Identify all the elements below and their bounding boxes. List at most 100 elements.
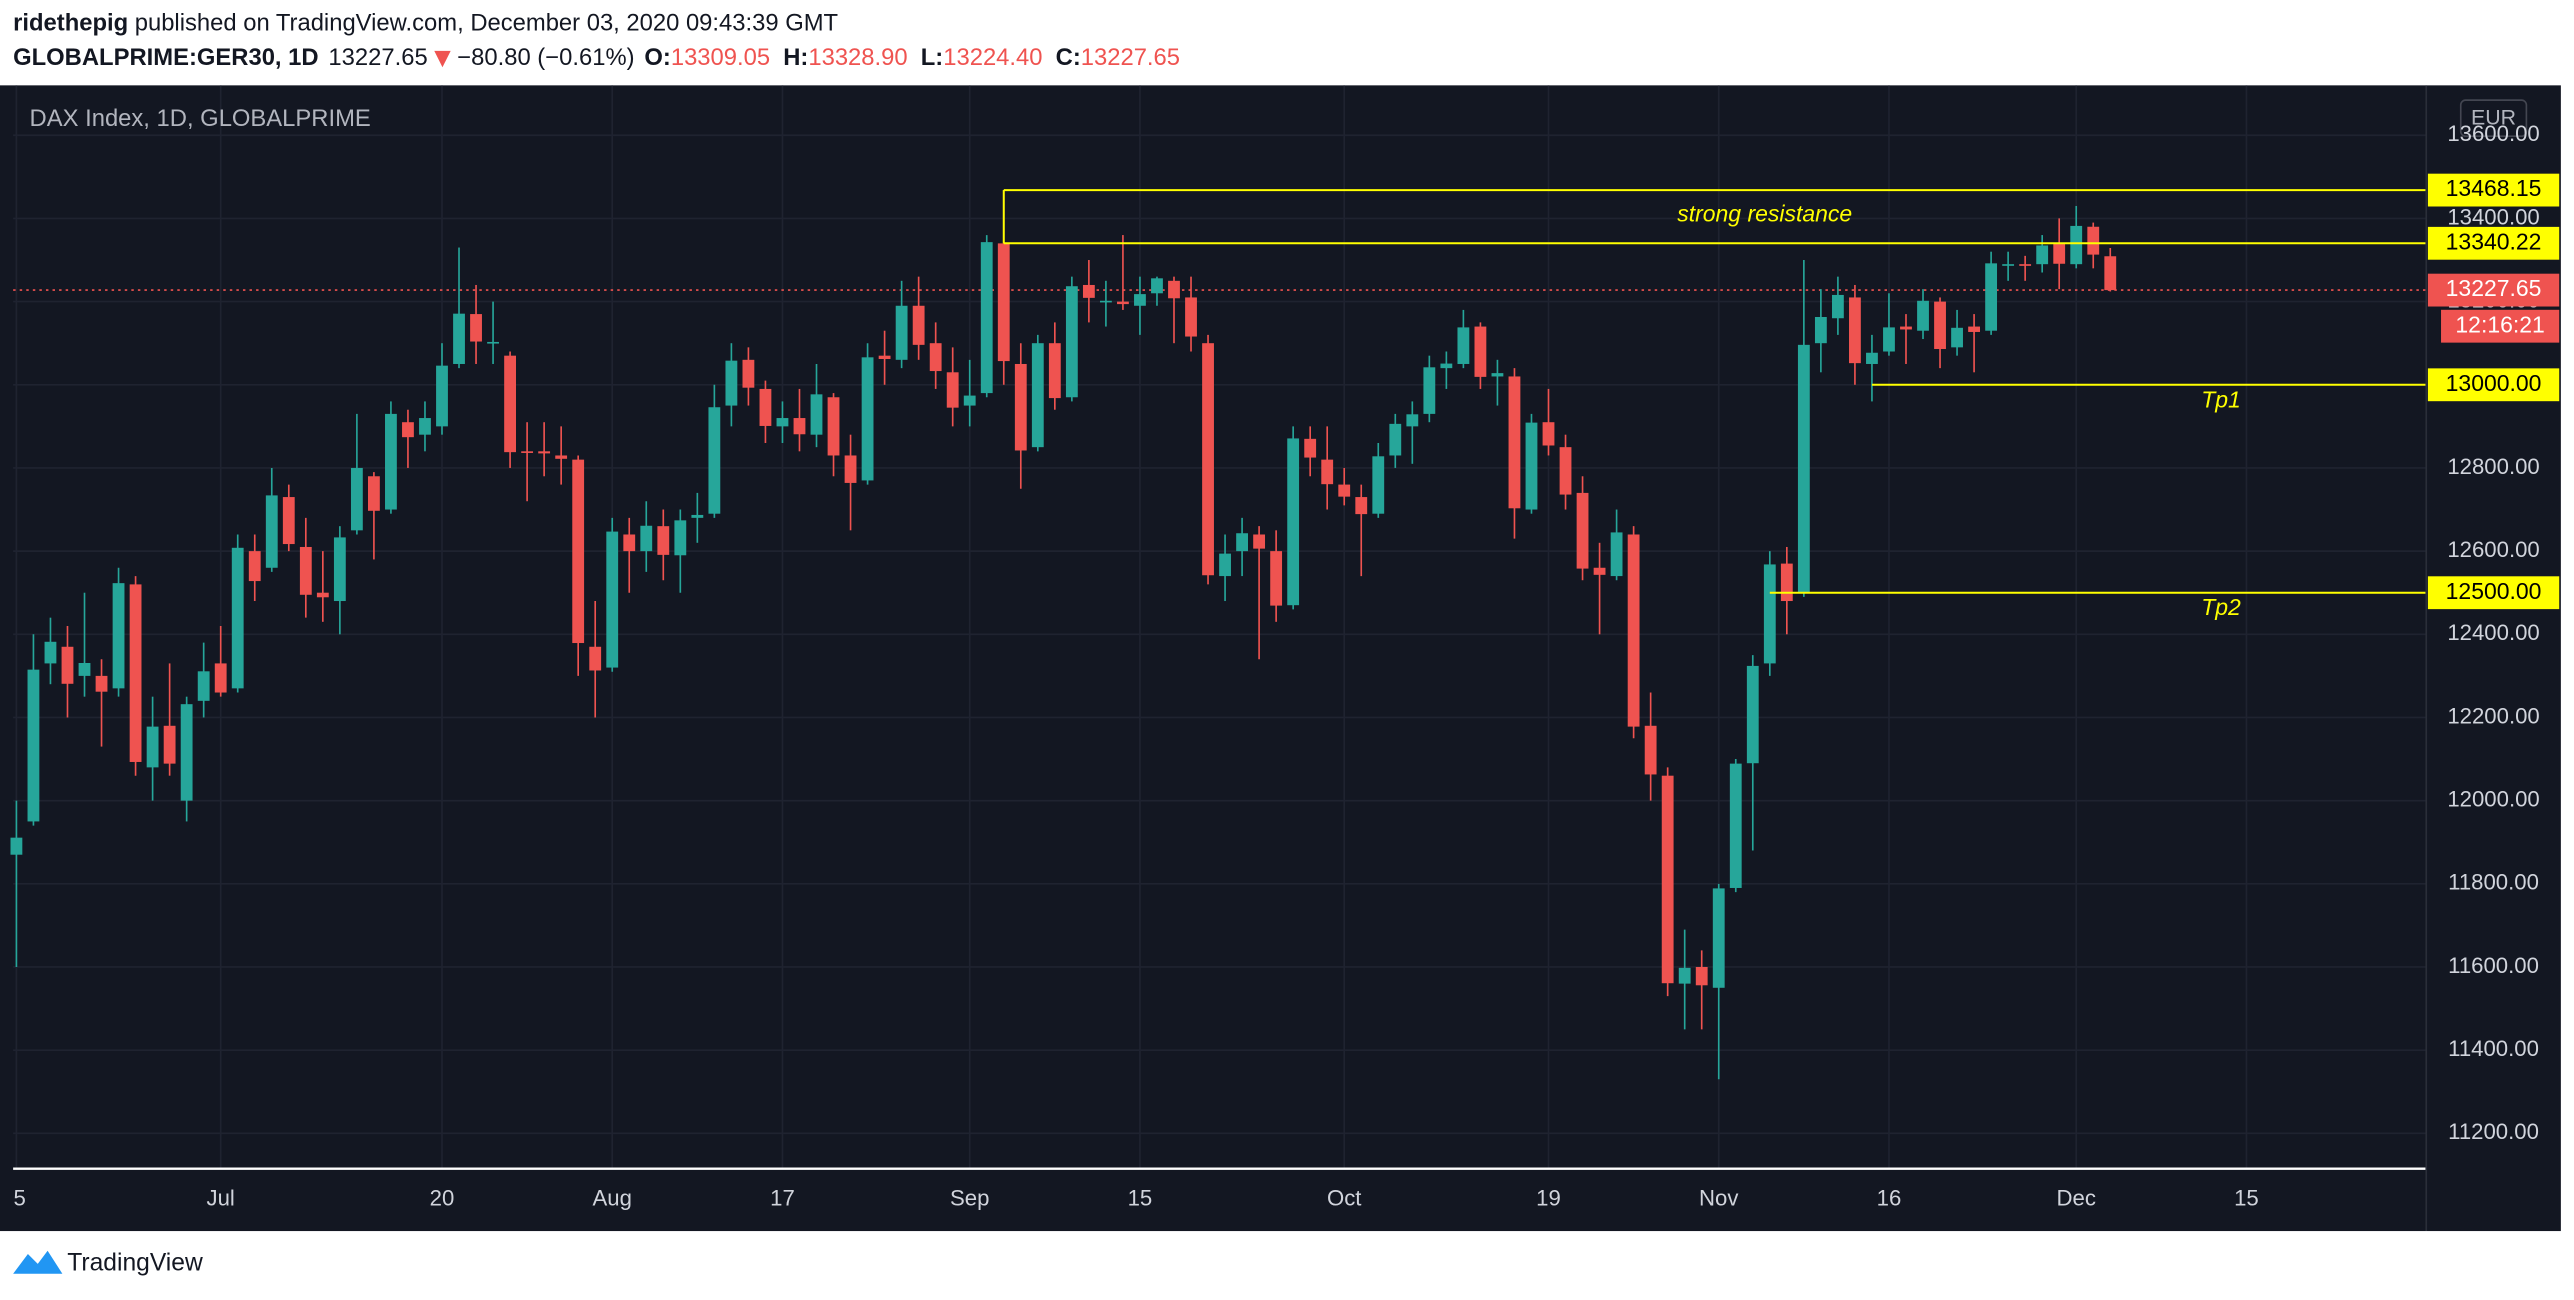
candle-body [2070, 225, 2083, 265]
candle-body [1968, 326, 1980, 332]
candle-body [810, 394, 823, 435]
currency: EUR [2471, 106, 2516, 130]
y-tick-label: 12400.00 [2447, 620, 2539, 645]
candle-body [1593, 567, 1606, 575]
symbol: GLOBALPRIME:GER30, 1D [13, 44, 318, 71]
x-tick-label: Aug [593, 1186, 632, 1211]
candle-body [299, 546, 312, 595]
candle-body [1814, 316, 1827, 344]
candle-body [95, 675, 108, 692]
candle-body [929, 343, 942, 372]
countdown-box [2441, 309, 2560, 343]
candle-body [1389, 423, 1402, 456]
level-price-box [2427, 368, 2560, 402]
candle-body [1236, 533, 1248, 552]
candle-body [980, 242, 993, 394]
candle-body [1985, 263, 1998, 331]
candle-body [1253, 534, 1266, 549]
candle-body [1712, 888, 1725, 988]
candle-body [1372, 456, 1385, 514]
candle-body [708, 407, 721, 514]
candle-body [1406, 414, 1419, 427]
x-tick-label: Sep [950, 1186, 989, 1211]
ohlc-label: O: [644, 44, 670, 71]
candle-body [1491, 373, 1504, 377]
candle-body [350, 467, 363, 531]
candle-body [1883, 327, 1895, 352]
candle-body [1304, 438, 1317, 458]
candle-body [453, 313, 465, 364]
candle-body [572, 459, 585, 644]
last-price-label: 13227.65 [2446, 275, 2542, 301]
candle-body [1082, 284, 1095, 298]
candle-body [367, 476, 380, 511]
logo-icon [13, 1250, 63, 1274]
candle-body [333, 537, 346, 602]
ohlc-label: L: [921, 44, 943, 71]
x-tick-label: Nov [1699, 1186, 1738, 1211]
last: 13227.65 [328, 44, 427, 71]
symbol-line: GLOBALPRIME:GER30, 1D 13227.65 −80.80 (−0.… [13, 44, 1180, 71]
candle-body [878, 355, 891, 359]
candle-body [146, 726, 159, 768]
candle-body [1457, 327, 1470, 364]
candle-body [895, 305, 908, 360]
publish-line: ridethepig published on TradingView.com, … [13, 10, 838, 37]
candle-body [1934, 301, 1946, 350]
currency-button[interactable] [2459, 99, 2528, 138]
level-price-box [2427, 576, 2560, 610]
ohlc-value: 13328.90 [808, 44, 907, 71]
candle-body [1031, 343, 1044, 448]
candle-body [1065, 286, 1078, 398]
candle-body [1338, 484, 1351, 497]
candle-body [248, 551, 261, 582]
x-tick-label: Oct [1327, 1186, 1361, 1211]
candle-body [504, 355, 516, 453]
chart-title: DAX Index, 1D, GLOBALPRIME [30, 105, 371, 132]
candle-body [402, 422, 414, 438]
candle-body [1951, 327, 1963, 348]
candle-body [419, 418, 431, 435]
candle-body [623, 534, 636, 552]
candle-body [129, 584, 142, 762]
candle-body [61, 646, 74, 684]
candle-body [2104, 256, 2117, 291]
candle-body [1780, 563, 1793, 602]
candle-body [589, 646, 602, 671]
candle-body [776, 418, 789, 427]
author: ridethepig [13, 10, 128, 37]
candle-body [1185, 297, 1197, 337]
published: published on TradingView.com, December 0… [135, 10, 838, 37]
candle-body [112, 583, 125, 689]
candle-body [1729, 763, 1742, 888]
candle-body [640, 525, 653, 552]
candle-body [1866, 352, 1878, 364]
x-tick-label: 16 [1877, 1186, 1902, 1211]
candle-body [1661, 775, 1674, 984]
candle-body [1678, 967, 1691, 984]
level-annotation: strong resistance [1677, 200, 1852, 226]
candle-body [674, 520, 687, 556]
level-annotation: Tp1 [2201, 386, 2241, 412]
level-price-box [2427, 226, 2560, 260]
countdown: 12:16:21 [2455, 311, 2544, 337]
candle-body [946, 372, 959, 408]
candle-body [231, 547, 244, 689]
candle-body [265, 495, 278, 568]
ohlc-value: 13309.05 [671, 44, 770, 71]
candle-body [1099, 300, 1112, 303]
candle-body [1610, 532, 1623, 577]
y-tick-label: 12800.00 [2447, 454, 2539, 479]
candle-body [1917, 300, 1929, 331]
y-tick-label: 13400.00 [2447, 204, 2539, 229]
candle-body [470, 314, 482, 342]
last-price-box [2427, 273, 2560, 307]
candle-body [197, 671, 210, 701]
candle-body [827, 397, 840, 456]
candle-body [1134, 294, 1146, 306]
candle-body [844, 455, 857, 483]
y-tick-label: 12200.00 [2447, 703, 2539, 728]
candle-body [27, 669, 40, 822]
candle-body [1831, 294, 1844, 319]
